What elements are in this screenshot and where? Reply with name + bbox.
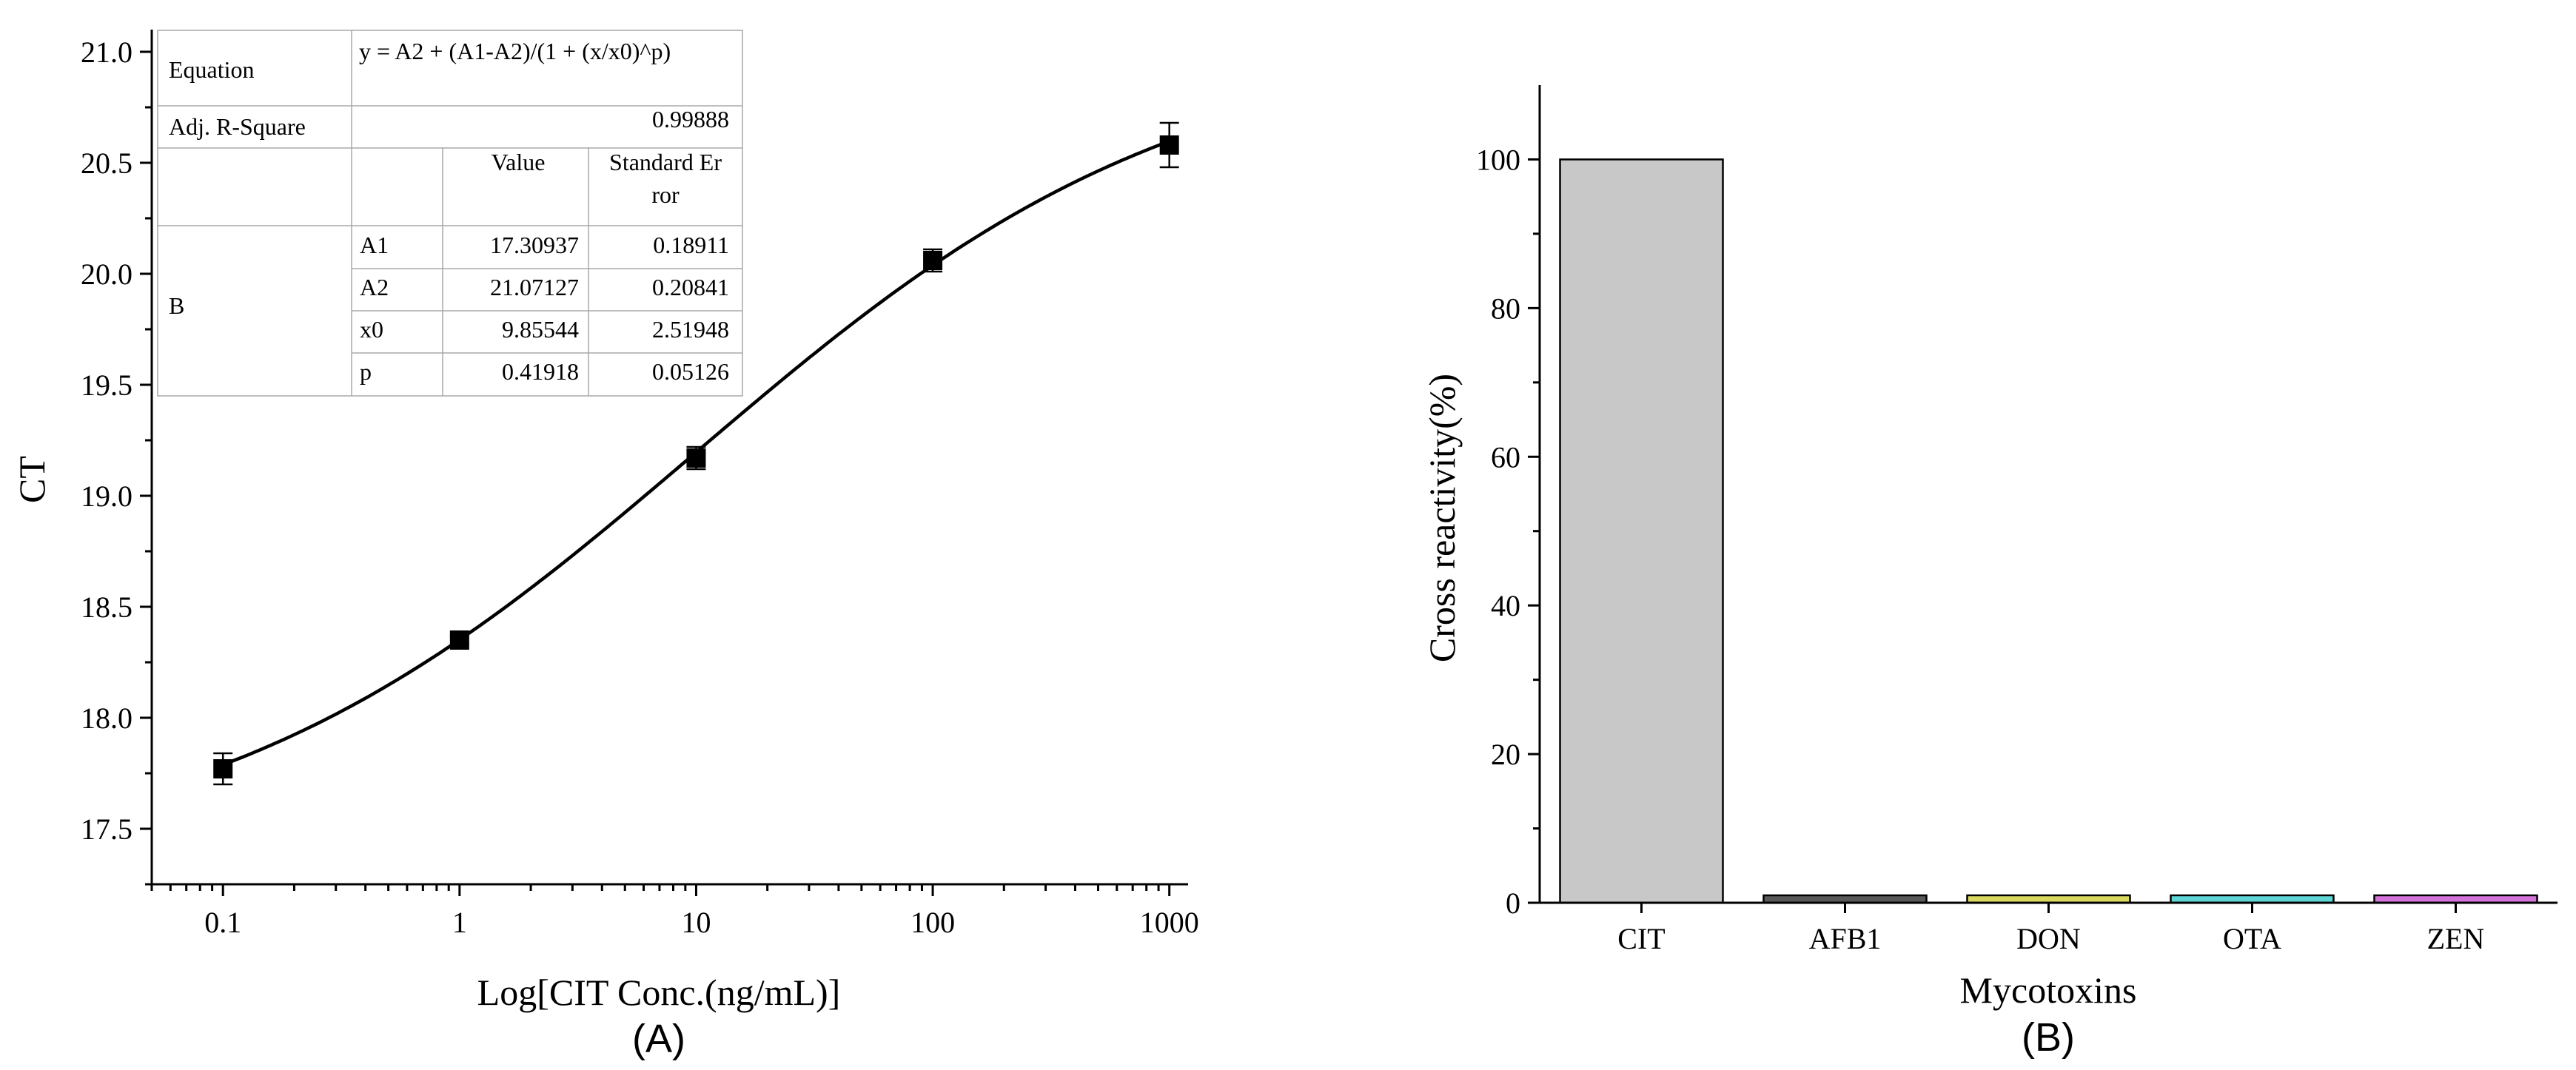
chart-a-ticks: 0.1 1 10 100 1000 17.5 18.0 18.5 19.0 19.5 20.0 20.… <box>81 36 1199 939</box>
chart-b-bars <box>1559 158 2538 904</box>
x-tick-label: ZEN <box>2427 922 2485 955</box>
x-tick-label: 100 <box>910 906 955 939</box>
y-tick-label: 80 <box>1491 292 1520 325</box>
chart-b-y-label: Cross reactivity(%) <box>1421 374 1463 662</box>
data-point <box>1159 135 1179 155</box>
y-tick-label: 18.0 <box>81 701 133 735</box>
y-tick-label: 20.5 <box>81 147 133 180</box>
y-tick-label: 40 <box>1491 589 1520 622</box>
y-tick-label: 21.0 <box>81 36 133 69</box>
bar <box>1559 158 1724 904</box>
x-tick-label: 0.1 <box>204 906 241 939</box>
table-r2-value: 0.99888 <box>652 106 729 132</box>
y-tick-label: 60 <box>1491 440 1520 474</box>
table-value: 9.85544 <box>502 316 579 343</box>
data-point <box>686 448 706 468</box>
table-error: 0.18911 <box>653 232 729 258</box>
chart-b: 0 20 40 60 80 100 CIT AFB1 DON OTA ZEN Cross react… <box>1421 85 2557 1060</box>
chart-b-panel-label: (B) <box>2022 1015 2075 1060</box>
table-param: x0 <box>360 316 383 343</box>
table-error: 0.05126 <box>652 358 729 385</box>
bar <box>2373 894 2538 904</box>
table-error: 0.20841 <box>652 274 729 300</box>
y-tick-label: 19.0 <box>81 480 133 513</box>
x-tick-label: DON <box>2016 922 2081 955</box>
data-point <box>213 759 233 778</box>
x-tick-label: AFB1 <box>1809 922 1882 955</box>
chart-a-x-label: Log[CIT Conc.(ng/mL)] <box>477 972 841 1013</box>
y-tick-label: 17.5 <box>81 812 133 846</box>
x-tick-label: OTA <box>2223 922 2281 955</box>
fit-table: Equation y = A2 + (A1-A2)/(1 + (x/x0)^p)… <box>157 30 743 397</box>
y-tick-label: 20.0 <box>81 258 133 291</box>
table-param: A2 <box>360 274 389 300</box>
x-tick-label: 1 <box>452 906 467 939</box>
table-error-header-2: ror <box>651 181 680 208</box>
table-param: A1 <box>360 232 389 258</box>
table-value: 0.41918 <box>502 358 579 385</box>
table-value: 21.07127 <box>490 274 579 300</box>
data-point <box>449 630 469 650</box>
chart-a-panel-label: (A) <box>632 1017 685 1061</box>
y-tick-label: 0 <box>1506 886 1520 920</box>
table-equation-value: y = A2 + (A1-A2)/(1 + (x/x0)^p) <box>359 38 671 64</box>
x-tick-label: 1000 <box>1140 906 1199 939</box>
x-tick-label: 10 <box>681 906 711 939</box>
table-error: 2.51948 <box>652 316 729 343</box>
y-tick-label: 19.5 <box>81 369 133 402</box>
table-error-header-1: Standard Er <box>609 149 722 175</box>
table-value-header: Value <box>492 149 546 175</box>
y-tick-label: 20 <box>1491 738 1520 771</box>
bar <box>1966 894 2131 904</box>
table-series-label: B <box>169 292 184 319</box>
table-equation-label: Equation <box>169 56 255 83</box>
chart-a-points <box>213 121 1179 786</box>
chart-a-y-label: CT <box>11 456 53 503</box>
y-tick-label: 18.5 <box>81 590 133 624</box>
table-param: p <box>360 358 372 385</box>
chart-a: 0.1 1 10 100 1000 17.5 18.0 18.5 19.0 19.5 20.0 20.… <box>11 30 1199 1061</box>
bar <box>2170 894 2335 904</box>
bar <box>1762 894 1928 904</box>
x-tick-label: CIT <box>1617 922 1665 955</box>
y-tick-label: 100 <box>1476 143 1520 176</box>
table-value: 17.30937 <box>490 232 579 258</box>
chart-b-x-label: Mycotoxins <box>1960 969 2137 1011</box>
data-point <box>923 251 943 270</box>
table-r2-label: Adj. R-Square <box>169 113 306 140</box>
chart-b-ticks: 0 20 40 60 80 100 CIT AFB1 DON OTA ZEN <box>1476 143 2484 955</box>
